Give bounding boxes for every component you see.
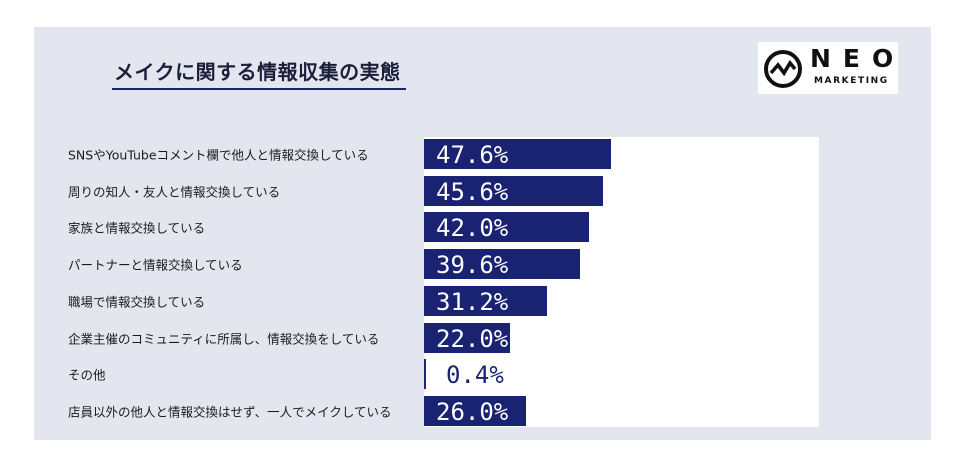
logo-wordmark: NEO [810, 44, 906, 73]
bar [424, 322, 511, 353]
category-label: その他 [68, 367, 106, 383]
neo-logo-icon [764, 50, 802, 88]
category-label: 企業主催のコミュニティに所属し、情報交換をしている [68, 331, 380, 346]
brand-logo: NEO MARKETING [758, 42, 898, 94]
bar [424, 285, 547, 316]
category-label: 周りの知人・友人と情報交換している [68, 184, 281, 200]
category-label: パートナーと情報交換している [68, 257, 243, 273]
value-label: 42.0% [436, 214, 509, 243]
value-label: 26.0% [436, 397, 509, 426]
bar [424, 359, 426, 390]
category-label: SNSやYouTubeコメント欄で他人と情報交換している [68, 147, 369, 163]
category-label: 家族と情報交換している [68, 220, 206, 236]
bar [424, 212, 589, 243]
value-label: 22.0% [436, 324, 509, 353]
value-label: 31.2% [436, 287, 509, 316]
bar [424, 175, 604, 206]
value-label: 0.4% [446, 361, 504, 390]
category-label: 職場で情報交換している [68, 294, 206, 310]
bar [424, 139, 611, 169]
chart-title: メイクに関する情報収集の実態 [114, 60, 401, 84]
bar [424, 395, 527, 426]
category-label: 店員以外の他人と情報交換はせず、一人でメイクしている [68, 404, 392, 420]
value-label: 39.6% [436, 251, 509, 280]
value-label: 45.6% [436, 177, 509, 206]
title-underline [112, 88, 406, 90]
value-label: 47.6% [436, 141, 509, 169]
logo-subtitle: MARKETING [814, 76, 889, 86]
bar [424, 249, 580, 280]
